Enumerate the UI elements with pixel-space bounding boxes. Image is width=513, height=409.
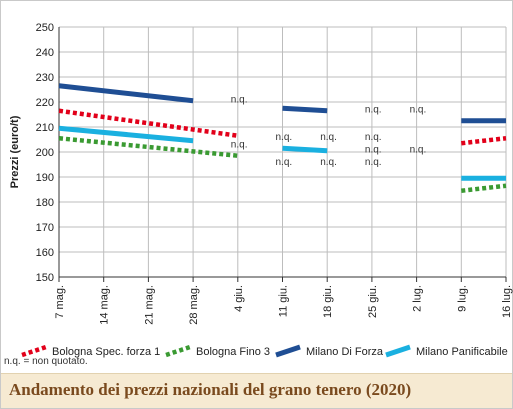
annotation-nq: n.q. xyxy=(320,132,337,143)
y-tick-label: 230 xyxy=(36,72,54,84)
series-milano-panificabile xyxy=(58,125,506,181)
y-tick-label: 150 xyxy=(36,272,54,284)
annotation-nq: n.q. xyxy=(365,145,382,156)
x-tick-label: 14 mag. xyxy=(99,285,111,325)
series-line-segment xyxy=(282,145,328,154)
annotation-nq: n.q. xyxy=(410,145,427,156)
legend-label: Bologna Fino 3 xyxy=(196,346,270,358)
legend-swatch xyxy=(275,344,301,358)
annotation-nq: n.q. xyxy=(276,132,293,143)
legend-swatch xyxy=(385,344,411,358)
y-tick-label: 170 xyxy=(36,222,54,234)
annotation-nq: n.q. xyxy=(231,140,248,151)
y-tick-label: 210 xyxy=(36,122,54,134)
annotation-nq: n.q. xyxy=(320,157,337,168)
x-tick-label: 18 giu. xyxy=(322,285,334,318)
x-tick-label: 2 lug. xyxy=(412,285,424,312)
annotation-nq: n.q. xyxy=(276,157,293,168)
legend-swatch xyxy=(165,344,191,358)
series-line-segment xyxy=(58,83,194,104)
x-tick-label: 7 mag. xyxy=(54,285,66,319)
y-tick-label: 180 xyxy=(36,197,54,209)
legend-swatch xyxy=(21,344,47,358)
series-bologna-fino-3 xyxy=(58,136,507,193)
annotation-nq: n.q. xyxy=(365,105,382,116)
x-tick-label: 25 giu. xyxy=(367,285,379,318)
series-line-segment xyxy=(461,183,507,193)
legend-label: Milano Panificabile xyxy=(416,346,508,358)
y-tick-label: 240 xyxy=(36,47,54,59)
x-tick-label: 16 lug. xyxy=(501,285,513,318)
series-line-segment xyxy=(461,136,507,146)
y-axis-label: Prezzi (euro/t) xyxy=(9,115,21,188)
x-tick-label: 11 giu. xyxy=(278,285,290,317)
x-tick-label: 4 giu. xyxy=(233,285,245,312)
footnote: n.q. = non quotato. xyxy=(4,356,88,367)
series-line-segment xyxy=(58,108,239,138)
annotation-nq: n.q. xyxy=(231,95,248,106)
legend-label: Milano Di Forza xyxy=(306,346,384,358)
x-tick-label: 21 mag. xyxy=(143,285,155,325)
annotation-nq: n.q. xyxy=(410,105,427,116)
x-tick-label: 28 mag. xyxy=(188,285,200,325)
series-line-segment xyxy=(58,125,194,144)
series-milano-di-forza xyxy=(58,83,506,124)
y-tick-label: 190 xyxy=(36,172,54,184)
y-tick-label: 200 xyxy=(36,147,54,159)
annotation-nq: n.q. xyxy=(365,132,382,143)
y-tick-label: 250 xyxy=(36,22,54,34)
title-band: Andamento dei prezzi nazionali del grano… xyxy=(1,373,512,408)
annotation-nq: n.q. xyxy=(365,157,382,168)
legend-label: Bologna Spec. forza 1 xyxy=(52,346,160,358)
chart-title: Andamento dei prezzi nazionali del grano… xyxy=(9,380,412,399)
y-tick-label: 220 xyxy=(36,97,54,109)
series-line-segment xyxy=(58,136,239,158)
y-tick-label: 160 xyxy=(36,247,54,259)
x-tick-label: 9 lug. xyxy=(456,285,468,312)
series-bologna-spec-forza-1 xyxy=(58,108,507,146)
series-line-segment xyxy=(282,105,328,114)
